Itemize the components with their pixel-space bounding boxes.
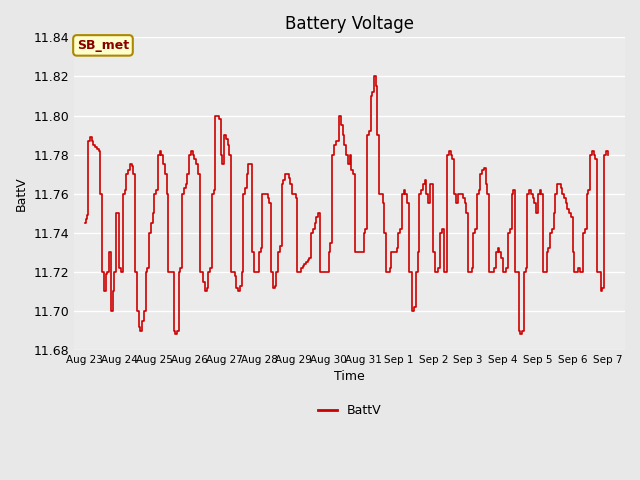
Title: Battery Voltage: Battery Voltage — [285, 15, 414, 33]
X-axis label: Time: Time — [334, 371, 365, 384]
Legend: BattV: BattV — [313, 399, 387, 422]
Text: SB_met: SB_met — [77, 39, 129, 52]
Y-axis label: BattV: BattV — [15, 176, 28, 211]
